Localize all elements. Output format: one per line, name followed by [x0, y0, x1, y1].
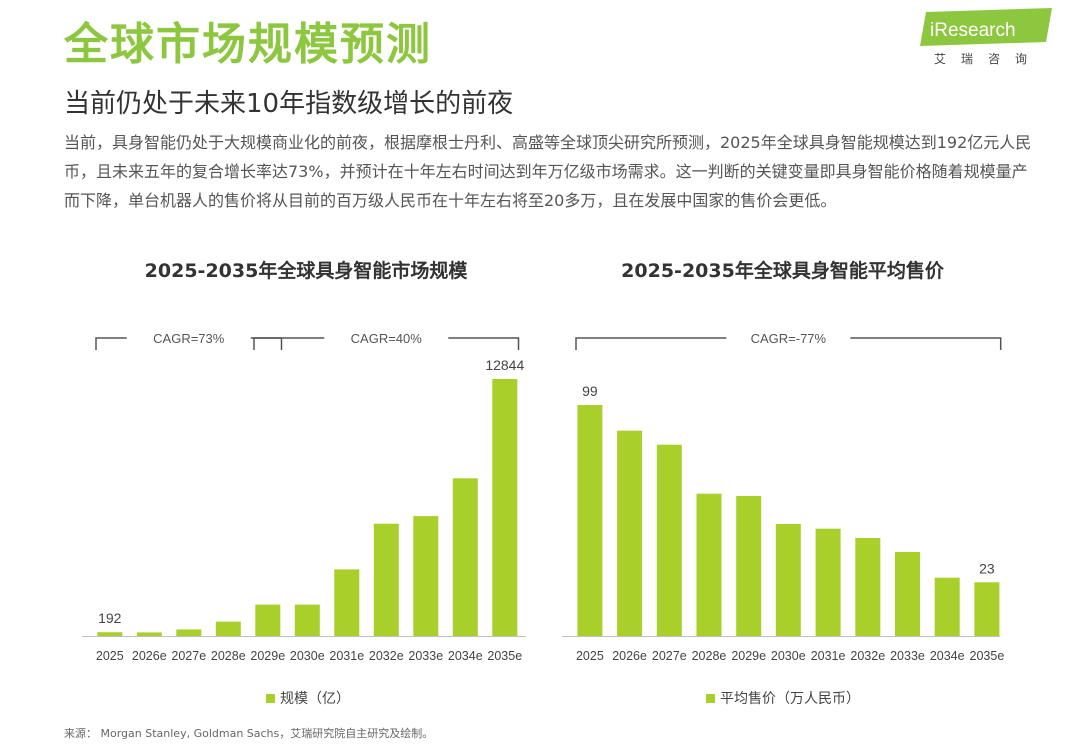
bar-2029e	[255, 604, 281, 636]
x-tick-label: 2029e	[250, 649, 285, 663]
x-tick-label: 2028e	[211, 649, 246, 663]
bar-2027e	[176, 629, 202, 636]
legend-label: 规模（亿）	[280, 691, 350, 707]
bar-2031e	[334, 569, 360, 636]
bar-2034e	[452, 478, 478, 636]
x-tick-label: 2030e	[290, 649, 325, 663]
x-tick-label: 2025	[576, 649, 604, 663]
bar-2035e	[492, 379, 518, 636]
x-tick-label: 2032e	[850, 649, 885, 663]
page-subtitle: 当前仍处于未来10年指数级增长的前夜	[64, 89, 514, 119]
x-tick-label: 2032e	[369, 649, 404, 663]
source-note: 来源： Morgan Stanley, Goldman Sachs，艾瑞研究院自…	[64, 727, 434, 740]
logo-chinese-name: 艾瑞咨询	[934, 52, 1043, 66]
bar-2034e	[934, 577, 960, 636]
bar-2030e	[294, 604, 320, 636]
x-tick-label: 2026e	[612, 649, 647, 663]
x-tick-label: 2027e	[171, 649, 206, 663]
bar-2026e	[617, 430, 643, 636]
cagr-label: CAGR=-77%	[751, 331, 827, 346]
data-label: 99	[582, 383, 598, 399]
x-tick-label: 2035e	[487, 649, 522, 663]
x-tick-label: 2035e	[970, 649, 1005, 663]
average-price-bar-chart: 2025 2026e 2027e 2028e 2029e 2030e 2031e 2032e 2…	[562, 331, 1005, 707]
x-tick-label: 2034e	[448, 649, 483, 663]
data-label: 192	[98, 610, 122, 626]
bar-2028e	[696, 493, 722, 636]
iresearch-logo: iResearch 艾瑞咨询	[918, 8, 1058, 72]
bar-2025	[577, 405, 603, 636]
data-label: 12844	[485, 357, 524, 373]
x-tick-label: 2028e	[692, 649, 727, 663]
page-title: 全球市场规模预测	[64, 19, 432, 70]
bar-2035e	[974, 582, 1000, 636]
x-tick-label: 2025	[96, 649, 124, 663]
cagr-bracket	[575, 337, 1002, 350]
x-tick-label: 2031e	[811, 649, 846, 663]
bar-2029e	[736, 496, 762, 636]
logo-badge-shape	[920, 8, 1052, 46]
logo-wordmark: iResearch	[930, 20, 1016, 41]
x-tick-label: 2033e	[890, 649, 925, 663]
bar-2026e	[136, 632, 162, 636]
bar-2025	[97, 632, 123, 636]
cagr-bracket	[253, 337, 520, 350]
x-tick-label: 2034e	[930, 649, 965, 663]
x-tick-label: 2027e	[652, 649, 687, 663]
x-tick-label: 2026e	[132, 649, 167, 663]
bar-2033e	[413, 516, 439, 636]
chart-title-market-size: 2025-2035年全球具身智能市场规模	[144, 260, 468, 282]
cagr-label: CAGR=73%	[153, 331, 225, 346]
data-label: 23	[979, 560, 995, 576]
x-tick-label: 2030e	[771, 649, 806, 663]
x-tick-label: 2031e	[329, 649, 364, 663]
legend-swatch	[706, 694, 715, 703]
bar-2032e	[373, 523, 399, 636]
x-tick-label: 2033e	[408, 649, 443, 663]
x-tick-label: 2029e	[731, 649, 766, 663]
description-paragraph: 当前，具身智能仍处于大规模商业化的前夜，根据摩根士丹利、高盛等全球顶尖研究所预测…	[64, 133, 1032, 210]
bar-2031e	[815, 528, 841, 636]
cagr-label: CAGR=40%	[351, 331, 423, 346]
legend-swatch	[266, 694, 275, 703]
bar-2032e	[855, 538, 881, 636]
chart-title-average-price: 2025-2035年全球具身智能平均售价	[621, 260, 944, 282]
bar-2028e	[215, 621, 241, 636]
legend-label: 平均售价（万人民币）	[720, 691, 860, 707]
bar-2027e	[656, 444, 682, 636]
market-size-bar-chart: 2025 2026e 2027e 2028e 2029e 2030e 2031e 2032e 2…	[82, 331, 526, 707]
bar-2030e	[775, 524, 801, 636]
bar-2033e	[895, 552, 920, 636]
